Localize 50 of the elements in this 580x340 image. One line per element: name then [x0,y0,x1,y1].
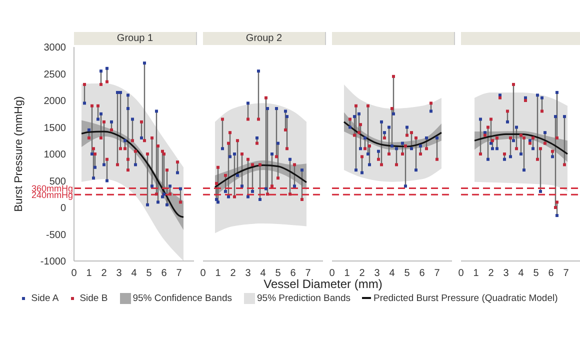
x-tick-label: 2 [101,268,108,280]
x-tick-label: 2 [359,268,366,280]
y-tick-label: -500 [46,230,66,241]
x-tick-label: 2 [230,268,236,280]
x-tick-label: 1 [215,268,222,280]
panel-header: Group 2 [203,32,326,45]
x-tick-label: 0 [329,268,336,280]
legend-label: Side B [78,293,108,304]
legend-label: 95% Prediction Bands [256,293,350,304]
x-tick-label: 3 [116,268,122,280]
x-tick-label: 3 [245,268,252,280]
x-tick-label: 7 [434,268,440,280]
y-tick-label: 3000 [44,42,66,54]
x-tick-label: 1 [86,268,92,280]
y-tick-label: 1500 [44,122,66,134]
y-tick-label: 2000 [44,96,66,108]
x-tick-label: 0 [200,268,206,280]
legend-label: Side A [30,293,59,304]
legend-label: 95% Confidence Bands [132,293,232,304]
x-tick-label: 4 [518,268,524,280]
x-tick-label: 6 [290,268,296,280]
y-tick-label: 2500 [44,69,66,80]
x-tick-label: 5 [146,268,152,280]
x-tick-label: 5 [275,268,282,280]
x-tick-label: 6 [161,268,168,280]
y-tick-label: -1000 [40,256,66,268]
x-tick-label: 7 [176,268,182,280]
x-tick-label: 4 [260,268,266,280]
ref-line-label: 360mmHg [31,183,73,194]
x-tick-label: 6 [548,268,554,280]
x-tick-label: 3 [503,268,510,280]
panel-header: Group 1 [74,32,197,45]
x-tick-label: 0 [71,268,78,280]
x-tick-label: 1 [473,268,480,280]
x-tick-label: 1 [344,268,350,280]
x-tick-label: 5 [533,268,540,280]
y-tick-label: 0 [60,203,66,214]
x-tick-label: 0 [458,268,464,280]
x-tick-label: 4 [131,268,138,280]
x-axis-title: Vessel Diameter (mm) [264,277,382,291]
legend-label: Predicted Burst Pressure (Quadratic Model) [372,293,558,304]
x-tick-label: 7 [305,268,312,280]
x-tick-label: 7 [563,268,570,280]
y-axis-title: Burst Pressure (mmHg) [12,96,25,212]
y-tick-label: 1000 [44,150,66,161]
x-tick-label: 6 [419,268,426,280]
x-tick-label: 4 [389,268,396,280]
x-tick-label: 3 [374,268,380,280]
x-tick-label: 5 [404,268,410,280]
x-tick-label: 2 [488,268,494,280]
